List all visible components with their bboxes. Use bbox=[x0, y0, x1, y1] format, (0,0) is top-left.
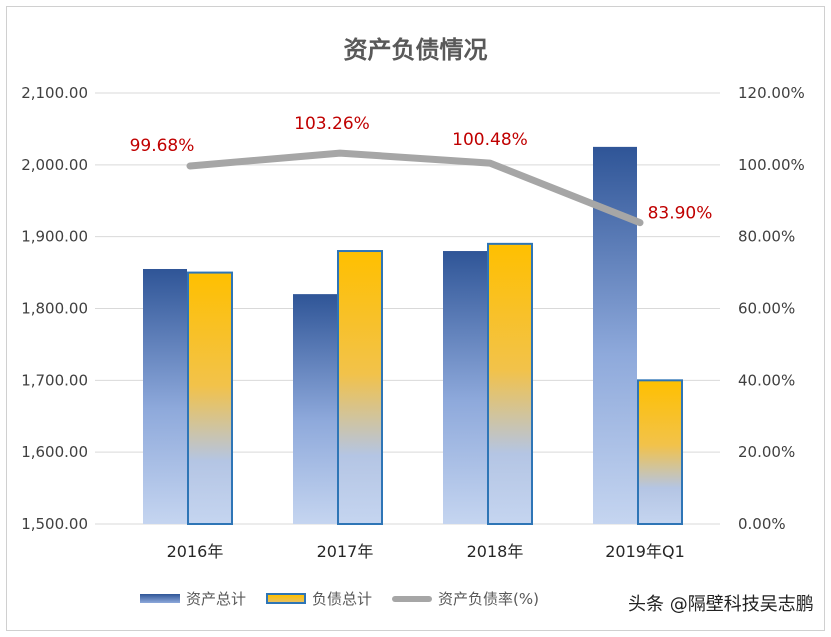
ratio-data-label: 99.68% bbox=[130, 136, 195, 156]
legend-swatch-ratio bbox=[392, 595, 433, 602]
x-tick-label: 2017年 bbox=[317, 542, 374, 561]
legend-swatch-liabilities bbox=[266, 593, 307, 604]
bar-liabilities bbox=[187, 271, 233, 526]
y2-tick-label: 0.00% bbox=[738, 515, 786, 533]
legend-label: 资产总计 bbox=[186, 590, 247, 608]
ratio-line bbox=[186, 149, 644, 227]
legend-item-ratio: 资产负债率(%) bbox=[392, 588, 539, 609]
y2-tick-label: 60.00% bbox=[738, 300, 795, 318]
y-tick-label: 1,700.00 bbox=[21, 371, 88, 389]
legend-label: 负债总计 bbox=[312, 590, 373, 608]
bar-liabilities bbox=[487, 242, 533, 525]
bar-liabilities bbox=[337, 250, 383, 526]
ratio-data-label: 100.48% bbox=[452, 130, 528, 150]
y2-tick-label: 120.00% bbox=[738, 84, 805, 102]
bar-assets bbox=[293, 294, 337, 524]
y2-tick-label: 80.00% bbox=[738, 228, 795, 246]
x-tick-label: 2018年 bbox=[467, 542, 524, 561]
bar-assets bbox=[143, 268, 187, 524]
legend: 资产总计 负债总计 资产负债率(%) bbox=[140, 588, 559, 609]
chart-title: 资产负债情况 bbox=[343, 36, 488, 64]
legend-swatch-assets bbox=[140, 594, 180, 603]
x-tick-label: 2019年Q1 bbox=[605, 542, 685, 561]
y-tick-label: 1,800.00 bbox=[21, 300, 88, 318]
bar-liabilities bbox=[637, 379, 683, 526]
x-tick-label: 2016年 bbox=[167, 542, 224, 561]
bar-assets bbox=[443, 251, 487, 525]
chart-frame bbox=[6, 6, 825, 631]
y-tick-label: 2,100.00 bbox=[21, 84, 88, 102]
y-tick-label: 1,600.00 bbox=[21, 443, 88, 461]
legend-item-assets: 资产总计 bbox=[140, 588, 246, 609]
y-tick-label: 1,500.00 bbox=[21, 515, 88, 533]
watermark: 头条 @隔壁科技吴志鹏 bbox=[628, 594, 814, 615]
legend-item-liabilities: 负债总计 bbox=[266, 588, 372, 609]
legend-label: 资产负债率(%) bbox=[438, 590, 539, 608]
ratio-data-label: 83.90% bbox=[648, 204, 713, 224]
y2-tick-label: 100.00% bbox=[738, 156, 805, 174]
y2-tick-label: 20.00% bbox=[738, 443, 795, 461]
y-tick-label: 2,000.00 bbox=[21, 156, 88, 174]
y-tick-label: 1,900.00 bbox=[21, 228, 88, 246]
y2-tick-label: 40.00% bbox=[738, 371, 795, 389]
ratio-data-label: 103.26% bbox=[294, 114, 370, 134]
